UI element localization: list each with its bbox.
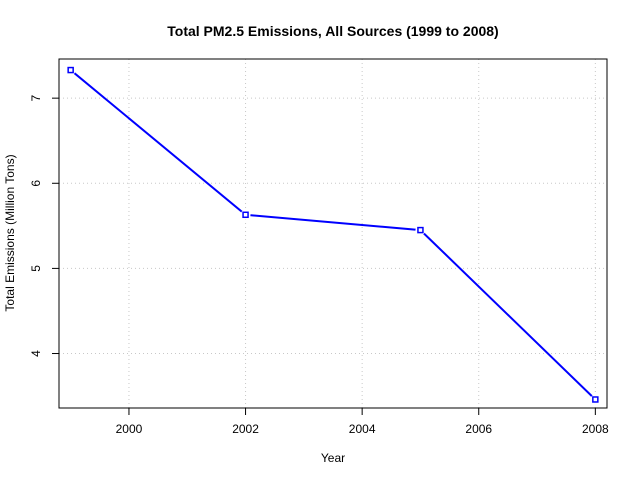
data-point	[592, 396, 599, 403]
axis-ticks: 2000 2002 2004 2006 2008 4 5 6 7	[29, 94, 609, 436]
series-line	[70, 69, 597, 401]
data-point	[242, 211, 249, 219]
data-point	[417, 226, 424, 234]
chart-title: Total PM2.5 Emissions, All Sources (1999…	[167, 23, 498, 39]
x-tick-label: 2002	[232, 422, 259, 436]
data-point-gap	[415, 225, 426, 236]
y-tick-label: 5	[29, 265, 43, 272]
x-tick-label: 2008	[582, 422, 609, 436]
x-tick-label: 2006	[465, 422, 492, 436]
x-tick-label: 2000	[116, 422, 143, 436]
x-axis-label: Year	[321, 451, 345, 465]
plot-frame	[58, 58, 608, 409]
grid-layer	[59, 59, 607, 408]
data-point-gap	[240, 209, 251, 220]
y-tick-label: 4	[29, 350, 43, 357]
y-tick-label: 6	[29, 180, 43, 187]
series-layer	[65, 65, 601, 405]
data-point-gap	[65, 65, 76, 76]
data-point	[67, 66, 74, 74]
y-axis-label: Total Emissions (Million Tons)	[3, 154, 17, 311]
x-tick-label: 2004	[349, 422, 376, 436]
data-point-gap	[590, 394, 601, 405]
y-tick-label: 7	[29, 94, 43, 101]
